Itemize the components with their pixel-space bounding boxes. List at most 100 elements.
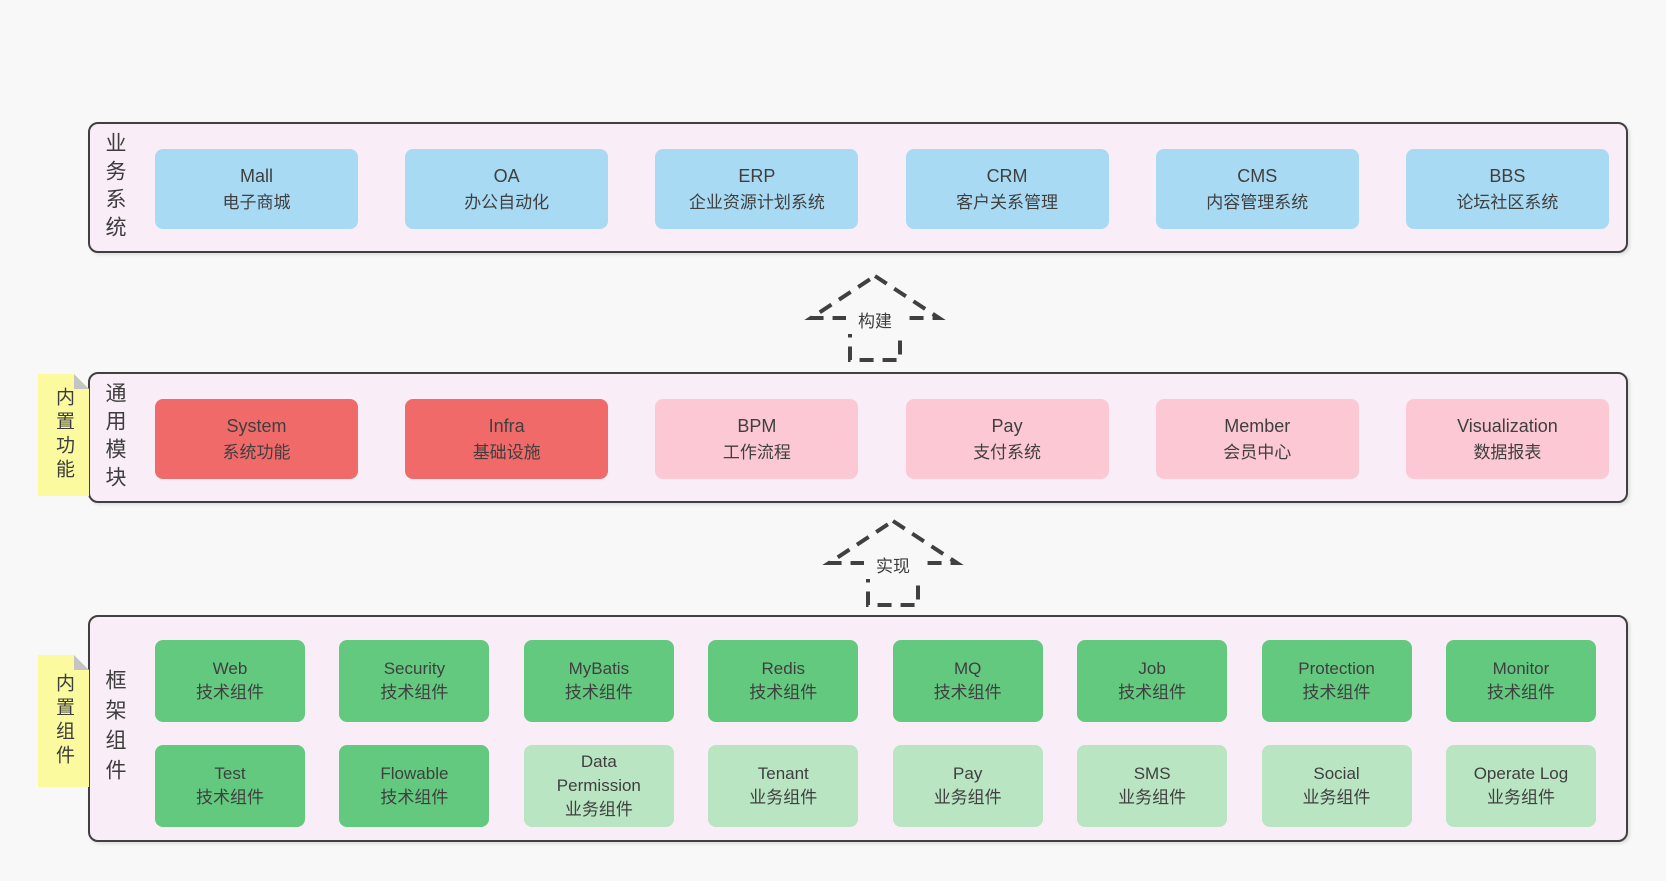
box-member: Member 会员中心 xyxy=(1155,399,1359,479)
box-title: Web xyxy=(212,659,248,679)
box-erp: ERP 企业资源计划系统 xyxy=(655,149,859,229)
box-title: MQ xyxy=(953,659,982,679)
built-in-functions-sticky: 内置功能 xyxy=(38,374,89,496)
box-mybatis: MyBatis 技术组件 xyxy=(523,640,674,722)
box-title: Pay xyxy=(991,415,1023,436)
box-title: Member xyxy=(1224,415,1291,436)
build-arrow-label: 构建 xyxy=(858,312,892,331)
box-title: Visualization xyxy=(1457,415,1558,436)
build-arrow-icon: 构建 xyxy=(804,273,946,362)
box-title: Tenant xyxy=(757,764,809,784)
box-subtitle: 电子商城 xyxy=(222,192,291,212)
box-subtitle: 业务组件 xyxy=(749,788,818,807)
box-title: Social xyxy=(1313,764,1360,784)
box-cms: CMS 内容管理系统 xyxy=(1155,149,1359,229)
framework-components-row-2: Test 技术组件 Flowable 技术组件 Data Permission … xyxy=(155,745,1596,827)
business-systems-row: Mall 电子商城 OA 办公自动化 ERP 企业资源计划系统 CRM 客户关系… xyxy=(155,149,1609,229)
box-operate-log: Operate Log 业务组件 xyxy=(1445,745,1596,827)
box-subtitle: 论坛社区系统 xyxy=(1456,192,1559,212)
common-modules-label: 通用模块 xyxy=(103,381,126,494)
box-subtitle: 支付系统 xyxy=(973,442,1042,462)
box-title: Protection xyxy=(1298,659,1375,679)
box-test: Test 技术组件 xyxy=(155,745,305,827)
box-subtitle: 办公自动化 xyxy=(464,192,550,212)
box-infra: Infra 基础设施 xyxy=(405,399,609,479)
box-subtitle: 客户关系管理 xyxy=(956,192,1059,212)
box-title: Redis xyxy=(761,659,805,679)
box-title: BPM xyxy=(737,415,777,436)
box-subtitle: 技术组件 xyxy=(380,788,449,807)
box-protection: Protection 技术组件 xyxy=(1261,640,1412,722)
box-subtitle: 业务组件 xyxy=(1302,788,1371,807)
box-visualization: Visualization 数据报表 xyxy=(1405,399,1609,479)
box-subtitle: 技术组件 xyxy=(380,683,449,702)
box-sms: SMS 业务组件 xyxy=(1077,745,1228,827)
box-title: CMS xyxy=(1237,165,1278,186)
box-security: Security 技术组件 xyxy=(339,640,490,722)
framework-components-row-1: Web 技术组件 Security 技术组件 MyBatis 技术组件 Redi… xyxy=(155,640,1596,722)
box-subtitle: 业务组件 xyxy=(933,788,1002,807)
box-title: SMS xyxy=(1133,764,1171,784)
box-oa: OA 办公自动化 xyxy=(405,149,609,229)
box-title: Infra xyxy=(488,415,525,436)
box-subtitle: 业务组件 xyxy=(564,799,633,819)
box-subtitle: 技术组件 xyxy=(196,683,264,702)
box-title: Operate Log xyxy=(1473,764,1569,784)
box-title: Monitor xyxy=(1492,659,1550,679)
box-subtitle: 基础设施 xyxy=(472,442,541,462)
box-bbs: BBS 论坛社区系统 xyxy=(1405,149,1609,229)
box-subtitle: 数据报表 xyxy=(1473,442,1542,462)
box-title: MyBatis xyxy=(568,659,630,679)
box-subtitle: 技术组件 xyxy=(1118,683,1187,702)
box-subtitle: 工作流程 xyxy=(722,442,791,462)
business-systems-panel: 业务系统 Mall 电子商城 OA 办公自动化 ERP 企业资源计划系统 CRM… xyxy=(88,122,1628,253)
box-bpm: BPM 工作流程 xyxy=(655,399,859,479)
box-title: ERP xyxy=(738,165,776,186)
box-subtitle: 技术组件 xyxy=(749,683,818,702)
box-title: Pay xyxy=(953,764,983,784)
box-subtitle: 系统功能 xyxy=(222,442,291,462)
box-subtitle: 内容管理系统 xyxy=(1206,192,1309,212)
box-redis: Redis 技术组件 xyxy=(708,640,859,722)
box-subtitle: 会员中心 xyxy=(1223,442,1292,462)
box-mq: MQ 技术组件 xyxy=(892,640,1043,722)
framework-components-label: 框架组件 xyxy=(103,668,126,789)
built-in-components-label: 内置组件 xyxy=(53,673,74,769)
box-subtitle: 企业资源计划系统 xyxy=(688,192,825,212)
box-monitor: Monitor 技术组件 xyxy=(1445,640,1596,722)
box-subtitle: 技术组件 xyxy=(196,788,264,807)
box-web: Web 技术组件 xyxy=(155,640,305,722)
box-title: Data Permission xyxy=(556,752,641,796)
box-job: Job 技术组件 xyxy=(1077,640,1228,722)
implement-arrow-icon: 实现 xyxy=(822,518,964,607)
box-title: Mall xyxy=(239,165,273,186)
box-subtitle: 技术组件 xyxy=(1486,683,1555,702)
box-title: Security xyxy=(383,659,446,679)
box-title: System xyxy=(226,415,287,436)
box-system: System 系统功能 xyxy=(155,399,358,479)
box-data-permission: Data Permission 业务组件 xyxy=(523,745,674,827)
box-pay-component: Pay 业务组件 xyxy=(892,745,1043,827)
box-subtitle: 技术组件 xyxy=(564,683,633,702)
box-title: Flowable xyxy=(380,764,449,784)
implement-arrow-label: 实现 xyxy=(876,557,910,576)
box-crm: CRM 客户关系管理 xyxy=(905,149,1109,229)
box-pay-module: Pay 支付系统 xyxy=(905,399,1109,479)
framework-components-panel: 框架组件 Web 技术组件 Security 技术组件 MyBatis 技术组件… xyxy=(88,615,1628,842)
box-flowable: Flowable 技术组件 xyxy=(339,745,490,827)
box-subtitle: 业务组件 xyxy=(1118,788,1187,807)
box-tenant: Tenant 业务组件 xyxy=(708,745,859,827)
box-title: BBS xyxy=(1489,165,1526,186)
box-subtitle: 业务组件 xyxy=(1486,788,1555,807)
box-social: Social 业务组件 xyxy=(1261,745,1412,827)
common-modules-panel: 通用模块 System 系统功能 Infra 基础设施 BPM 工作流程 Pay… xyxy=(88,372,1628,503)
built-in-components-sticky: 内置组件 xyxy=(38,655,89,787)
box-mall: Mall 电子商城 xyxy=(155,149,358,229)
box-subtitle: 技术组件 xyxy=(1302,683,1371,702)
box-subtitle: 技术组件 xyxy=(933,683,1002,702)
business-systems-label: 业务系统 xyxy=(103,131,126,244)
box-title: Test xyxy=(214,764,246,784)
box-title: OA xyxy=(493,165,520,186)
box-title: Job xyxy=(1138,659,1166,679)
